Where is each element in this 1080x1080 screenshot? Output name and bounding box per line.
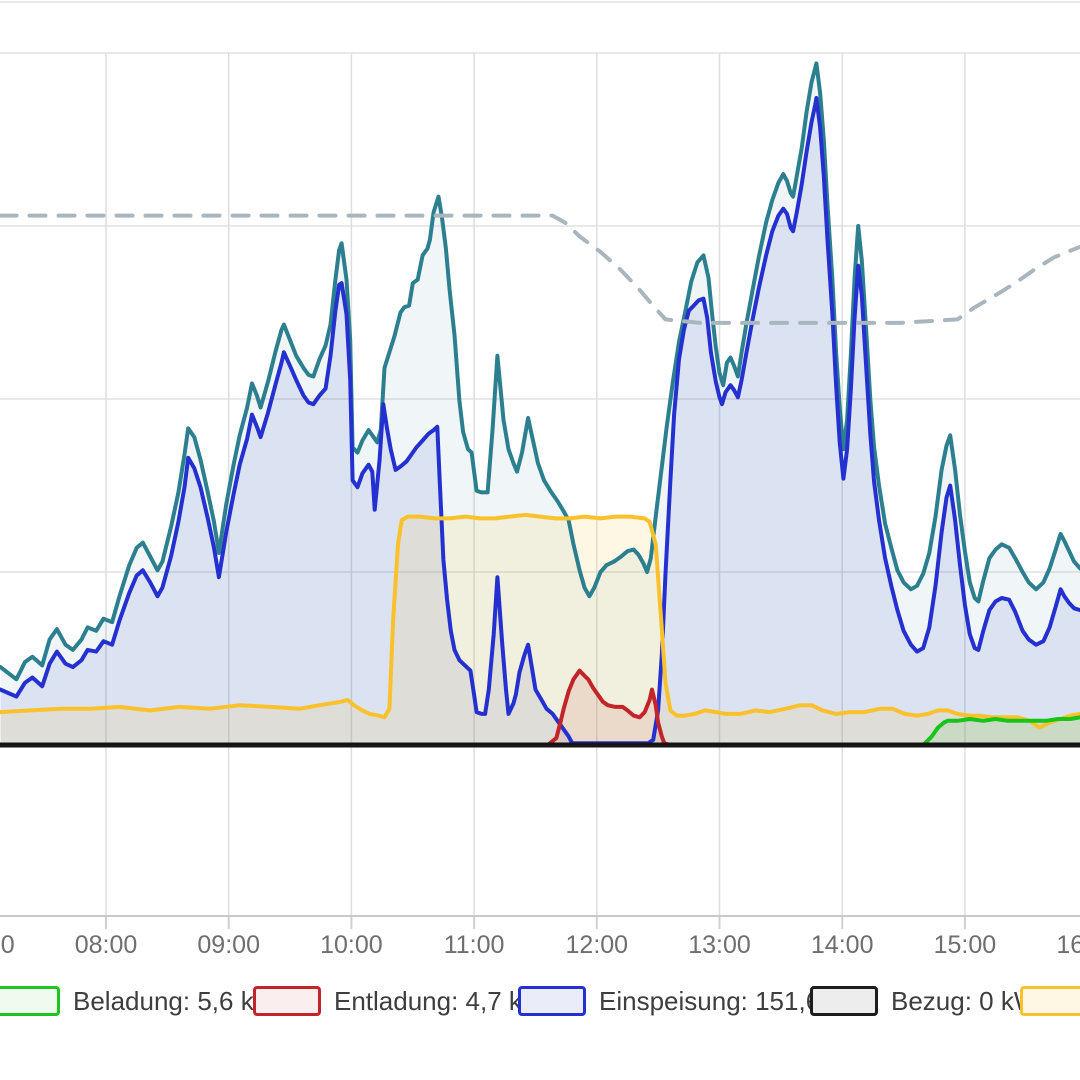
x-axis-tick-label: 07:00 [0, 931, 15, 959]
series-einspeisung-line [0, 96, 1080, 746]
entladung-swatch-icon [253, 986, 321, 1016]
x-axis-tick-label: 11:00 [444, 931, 505, 959]
bezug-swatch-icon [810, 986, 878, 1016]
x-axis-tick-label: 14:00 [811, 931, 874, 959]
x-axis-tick-label: 13:00 [688, 931, 751, 959]
x-axis-tick-label: 08:00 [75, 931, 138, 959]
series-yellow-line-line [0, 512, 1080, 730]
x-axis-tick-label: 16:00 [1056, 931, 1080, 959]
legend-item-bezug[interactable]: Bezug: 0 kWh [810, 986, 1053, 1016]
x-axis-tick-label: 12:00 [566, 931, 629, 959]
series-teal-line-area [0, 63, 1080, 745]
legend-item-entladung[interactable]: Entladung: 4,7 kWh [253, 986, 561, 1016]
beladung-swatch-icon [0, 986, 60, 1016]
series-einspeisung-area [0, 98, 1080, 745]
x-axis-tick-label: 10:00 [320, 931, 383, 959]
energy-chart[interactable]: 07:00 08:00 09:00 10:00 11:00 12:00 13:00 14:00… [0, 0, 1080, 960]
series-yellow-line-area [0, 514, 1080, 745]
chart-canvas[interactable]: 07:00 08:00 09:00 10:00 11:00 12:00 13:00 14:00… [0, 0, 1080, 960]
series-entladung-line [0, 668, 1080, 747]
x-axis-tick-label: 15:00 [934, 931, 997, 959]
series-beladung-line [0, 715, 1080, 747]
x-axis-tick-label: 09:00 [197, 931, 260, 959]
series-teal-line-line [0, 61, 1080, 682]
series-gray-dashed-line-line [0, 213, 1080, 325]
einspeisung-swatch-icon [518, 986, 586, 1016]
legend-item-beladung[interactable]: Beladung: 5,6 kWh [0, 986, 293, 1016]
legend-item-yellow[interactable] [1020, 986, 1080, 1016]
chart-legend: Beladung: 5,6 kWh Entladung: 4,7 kWh Ein… [0, 986, 1080, 1020]
yellow-swatch-icon [1020, 986, 1080, 1016]
